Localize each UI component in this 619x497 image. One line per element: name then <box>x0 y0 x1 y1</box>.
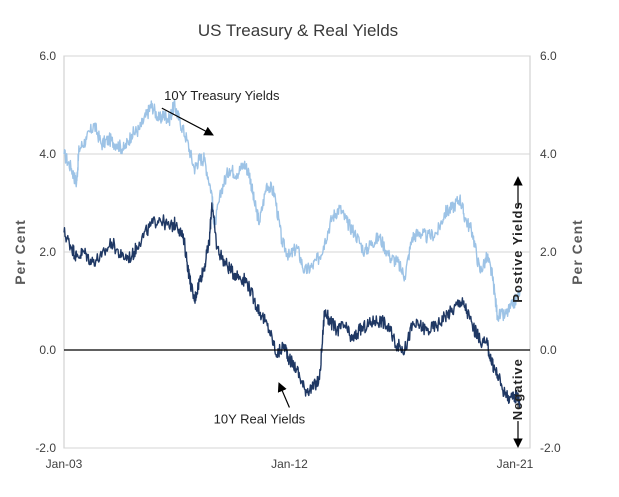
y-axis-label-right: Per Cent <box>569 219 585 285</box>
negative-label: Negative <box>510 358 525 420</box>
y-tick-label-right: 0.0 <box>540 343 557 357</box>
x-tick-label: Jan-21 <box>497 457 534 471</box>
grid-lines <box>63 55 531 449</box>
chart-title: US Treasury & Real Yields <box>198 21 398 40</box>
y-tick-label-right: 4.0 <box>540 147 557 161</box>
axes: 6.0 6.0 4.0 4.0 2.0 2.0 0.0 0.0 -2.0 -2.0 Jan-03 Ja… <box>12 49 585 471</box>
y-tick-label-left: 4.0 <box>39 147 56 161</box>
series-layer <box>63 98 521 408</box>
y-tick-label-right: -2.0 <box>540 441 561 455</box>
y-tick-label-left: 0.0 <box>39 343 56 357</box>
y-tick-label-left: -2.0 <box>35 441 56 455</box>
y-tick-label-right: 6.0 <box>540 49 557 63</box>
annotations: 10Y Treasury Yields 10Y Real Yields Postiv… <box>161 88 525 448</box>
annotation-label: 10Y Treasury Yields <box>164 88 280 103</box>
y-tick-label-left: 2.0 <box>39 245 56 259</box>
annotation-label: 10Y Real Yields <box>214 412 306 427</box>
series-line-real <box>63 202 521 408</box>
annotation-arrow <box>277 382 290 408</box>
y-tick-label-right: 2.0 <box>540 245 557 259</box>
positive-yields-label: Postive Yields <box>510 201 525 302</box>
y-axis-label-left: Per Cent <box>12 219 28 285</box>
x-tick-label: Jan-03 <box>46 457 83 471</box>
series-line-treasury <box>63 98 521 322</box>
x-tick-label: Jan-12 <box>271 457 308 471</box>
y-tick-label-left: 6.0 <box>39 49 56 63</box>
annotation-arrow <box>161 107 214 136</box>
